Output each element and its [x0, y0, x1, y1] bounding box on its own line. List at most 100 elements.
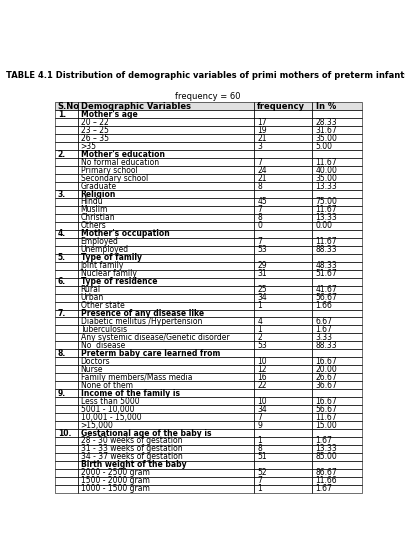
Text: 16.67: 16.67 [315, 397, 337, 406]
Bar [55, 477, 77, 485]
Bar [312, 318, 360, 325]
Text: Other state: Other state [81, 301, 124, 310]
Text: 20 – 22: 20 – 22 [81, 118, 108, 127]
Text: Less than 5000: Less than 5000 [81, 397, 139, 406]
Text: 26.67: 26.67 [315, 373, 337, 382]
Bar [254, 437, 312, 445]
Text: 10: 10 [257, 397, 266, 406]
Text: 23 – 25: 23 – 25 [81, 126, 109, 135]
Bar [312, 445, 360, 453]
Bar [55, 461, 77, 469]
Bar [77, 254, 254, 262]
Bar [77, 453, 254, 461]
Text: 4: 4 [257, 317, 262, 326]
Bar [55, 158, 77, 166]
Bar [77, 214, 254, 222]
Text: Joint family: Joint family [81, 261, 124, 270]
Bar [312, 262, 360, 270]
Text: >15,000: >15,000 [81, 421, 113, 430]
Bar [254, 485, 312, 493]
Bar [55, 198, 77, 206]
Text: 34: 34 [257, 405, 266, 413]
Text: 11.67: 11.67 [315, 157, 336, 167]
Bar [55, 278, 77, 286]
Bar [254, 134, 312, 142]
Text: 8: 8 [257, 213, 261, 223]
Bar [312, 469, 360, 477]
Text: Primary school: Primary school [81, 166, 137, 175]
Bar [77, 182, 254, 190]
Text: Religion: Religion [81, 190, 116, 199]
Bar [254, 118, 312, 126]
Text: 1.: 1. [58, 110, 66, 119]
Text: 11.67: 11.67 [315, 412, 336, 422]
Bar [312, 310, 360, 318]
Bar [77, 198, 254, 206]
Bar [312, 254, 360, 262]
Bar [77, 174, 254, 182]
Bar [312, 134, 360, 142]
Text: 1.66: 1.66 [315, 301, 332, 310]
Bar [55, 246, 77, 254]
Bar [312, 453, 360, 461]
Bar [55, 134, 77, 142]
Bar [77, 190, 254, 198]
Bar [77, 126, 254, 134]
Bar [77, 134, 254, 142]
Bar [254, 477, 312, 485]
Bar [77, 230, 254, 238]
Bar [55, 142, 77, 150]
Bar [312, 357, 360, 365]
Text: Type of residence: Type of residence [81, 277, 157, 286]
Bar [254, 222, 312, 230]
Bar [77, 469, 254, 477]
Bar [312, 405, 360, 413]
Text: 35.00: 35.00 [315, 134, 337, 143]
Bar [312, 325, 360, 334]
Bar [55, 381, 77, 389]
Bar [77, 166, 254, 174]
Bar [55, 365, 77, 373]
Text: Doctors: Doctors [81, 357, 110, 366]
Text: 16: 16 [257, 373, 266, 382]
Bar [77, 365, 254, 373]
Text: 8: 8 [257, 445, 261, 454]
Bar [254, 373, 312, 381]
Bar [77, 389, 254, 397]
Text: 11.66: 11.66 [315, 477, 336, 485]
Text: Nuclear family: Nuclear family [81, 269, 136, 278]
Text: 7.: 7. [58, 309, 66, 318]
Bar [55, 301, 77, 310]
Text: Others: Others [81, 222, 106, 230]
Bar [77, 222, 254, 230]
Bar [254, 341, 312, 349]
Bar [254, 126, 312, 134]
Text: Family members/Mass media: Family members/Mass media [81, 373, 192, 382]
Text: Mother's education: Mother's education [81, 150, 164, 158]
Bar [254, 182, 312, 190]
Bar [55, 318, 77, 325]
Bar [77, 238, 254, 246]
Bar [312, 485, 360, 493]
Bar [55, 445, 77, 453]
Text: 7: 7 [257, 412, 262, 422]
Bar [77, 278, 254, 286]
Bar [312, 150, 360, 158]
Bar [312, 238, 360, 246]
Bar [55, 453, 77, 461]
Bar [77, 102, 254, 110]
Text: 40.00: 40.00 [315, 166, 337, 175]
Text: 24: 24 [257, 166, 266, 175]
Text: 28.33: 28.33 [315, 118, 336, 127]
Bar [77, 142, 254, 150]
Text: 21: 21 [257, 174, 266, 182]
Bar [55, 357, 77, 365]
Text: 11.67: 11.67 [315, 237, 336, 246]
Bar [254, 150, 312, 158]
Text: 1: 1 [257, 484, 261, 493]
Text: 1: 1 [257, 436, 261, 445]
Text: 22: 22 [257, 381, 266, 389]
Bar [55, 349, 77, 357]
Text: Tuberculosis: Tuberculosis [81, 325, 128, 334]
Text: 10,001 - 15,000: 10,001 - 15,000 [81, 412, 141, 422]
